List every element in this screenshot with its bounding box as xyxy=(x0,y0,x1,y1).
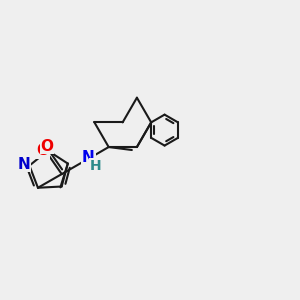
Text: N: N xyxy=(82,150,95,165)
Text: N: N xyxy=(18,157,30,172)
Text: O: O xyxy=(36,143,49,158)
Text: H: H xyxy=(90,159,102,173)
Text: O: O xyxy=(40,139,53,154)
